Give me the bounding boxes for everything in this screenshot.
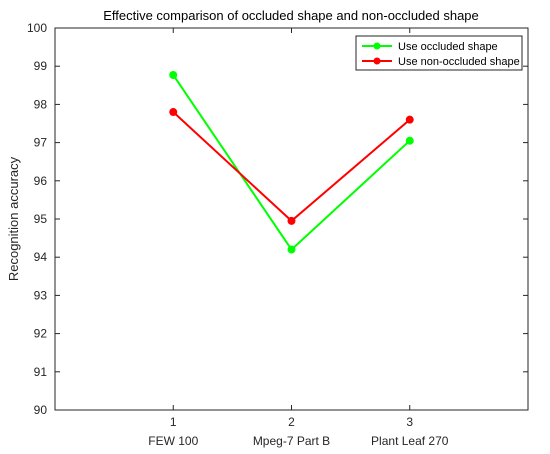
y-axis-label: Recognition accuracy — [6, 156, 21, 281]
x-category-label: FEW 100 — [148, 434, 198, 448]
y-tick-label: 93 — [34, 288, 48, 302]
series-1-point — [169, 70, 178, 79]
y-tick-label: 90 — [34, 403, 48, 417]
legend: Use occluded shape Use non-occluded shape — [355, 35, 523, 71]
legend-box — [355, 35, 523, 71]
series-layer — [169, 70, 414, 254]
series-1-point — [405, 136, 414, 145]
y-tick-label: 98 — [34, 97, 48, 111]
x-category-label: Plant Leaf 270 — [371, 434, 449, 448]
y-tick-label: 99 — [34, 59, 48, 73]
y-tick-label: 97 — [34, 136, 48, 150]
x-axis: 1 FEW 100 2 Mpeg-7 Part B 3 Plant Leaf 270 — [148, 28, 449, 448]
y-tick-label: 94 — [34, 250, 48, 264]
legend-marker-2 — [373, 57, 381, 65]
series-1-point — [287, 245, 296, 254]
chart-title: Effective comparison of occluded shape a… — [103, 8, 479, 23]
series-2-point — [405, 115, 414, 124]
series-2-point — [287, 216, 296, 225]
x-category-label: Mpeg-7 Part B — [253, 434, 330, 448]
legend-label-2: Use non-occluded shape — [398, 56, 520, 68]
y-tick-label: 92 — [34, 327, 48, 341]
y-axis: 90 91 92 93 94 95 96 97 98 99 100 — [27, 21, 528, 417]
legend-marker-1 — [373, 42, 381, 50]
x-tick-label: 2 — [288, 415, 295, 429]
x-tick-label: 3 — [406, 415, 413, 429]
y-tick-label: 96 — [34, 174, 48, 188]
series-2-point — [169, 108, 178, 117]
x-tick-label: 1 — [170, 415, 177, 429]
legend-label-1: Use occluded shape — [398, 41, 498, 53]
y-tick-label: 100 — [27, 21, 47, 35]
y-tick-label: 91 — [34, 365, 48, 379]
y-tick-label: 95 — [34, 212, 48, 226]
